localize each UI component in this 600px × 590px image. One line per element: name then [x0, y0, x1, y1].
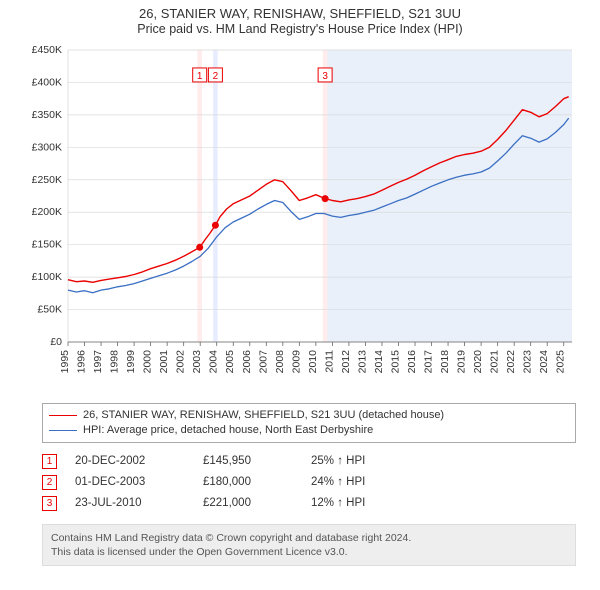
svg-text:2015: 2015 [389, 350, 401, 374]
footer-attribution: Contains HM Land Registry data © Crown c… [42, 524, 576, 566]
legend-label: HPI: Average price, detached house, Nort… [83, 423, 373, 438]
legend-swatch [49, 430, 77, 431]
svg-text:2022: 2022 [505, 350, 517, 374]
svg-text:£450K: £450K [32, 44, 62, 56]
legend-swatch [49, 415, 77, 416]
event-price: £221,000 [203, 497, 293, 509]
svg-text:2013: 2013 [356, 350, 368, 374]
events-table: 1 20-DEC-2002 £145,950 25% ↑ HPI 2 01-DEC-200… [42, 451, 576, 514]
svg-text:2007: 2007 [257, 350, 269, 374]
legend-row: 26, STANIER WAY, RENISHAW, SHEFFIELD, S2… [49, 408, 569, 423]
footer-line1: Contains HM Land Registry data © Crown c… [51, 531, 567, 545]
event-date: 01-DEC-2003 [75, 476, 185, 488]
svg-text:1998: 1998 [109, 350, 121, 374]
svg-text:2020: 2020 [472, 350, 484, 374]
event-delta: 25% ↑ HPI [311, 455, 401, 467]
svg-text:2025: 2025 [555, 350, 567, 374]
svg-text:2002: 2002 [175, 350, 187, 374]
svg-text:£200K: £200K [32, 206, 62, 218]
svg-text:£0: £0 [50, 336, 62, 348]
event-number-badge: 1 [42, 454, 57, 469]
svg-text:1996: 1996 [76, 350, 88, 374]
svg-text:£400K: £400K [32, 76, 62, 88]
line-chart: £0 £50K £100K £150K £200K £250K £300K £350K £400… [20, 42, 580, 397]
title-sub: Price paid vs. HM Land Registry's House … [0, 22, 600, 36]
svg-text:2006: 2006 [241, 350, 253, 374]
svg-text:2014: 2014 [373, 350, 385, 374]
svg-text:2003: 2003 [191, 350, 203, 374]
svg-text:£250K: £250K [32, 174, 62, 186]
svg-text:2016: 2016 [406, 350, 418, 374]
svg-text:2012: 2012 [340, 350, 352, 374]
svg-text:2018: 2018 [439, 350, 451, 374]
svg-text:£150K: £150K [32, 239, 62, 251]
title-main: 26, STANIER WAY, RENISHAW, SHEFFIELD, S2… [0, 6, 600, 21]
legend-row: HPI: Average price, detached house, Nort… [49, 423, 569, 438]
footer-line2: This data is licensed under the Open Gov… [51, 545, 567, 559]
event-delta: 12% ↑ HPI [311, 497, 401, 509]
svg-text:2011: 2011 [323, 350, 335, 373]
chart-titles: 26, STANIER WAY, RENISHAW, SHEFFIELD, S2… [0, 0, 600, 38]
svg-text:3: 3 [322, 71, 328, 82]
chart-area: £0 £50K £100K £150K £200K £250K £300K £350K £400… [20, 42, 580, 397]
event-delta: 24% ↑ HPI [311, 476, 401, 488]
svg-text:2021: 2021 [489, 350, 501, 374]
svg-text:2017: 2017 [423, 350, 435, 374]
svg-text:£50K: £50K [37, 304, 62, 316]
svg-text:1999: 1999 [125, 350, 137, 374]
legend: 26, STANIER WAY, RENISHAW, SHEFFIELD, S2… [42, 403, 576, 443]
event-price: £145,950 [203, 455, 293, 467]
svg-text:1: 1 [197, 71, 203, 82]
svg-text:2010: 2010 [307, 350, 319, 374]
svg-text:1995: 1995 [59, 350, 71, 374]
svg-text:1997: 1997 [92, 350, 104, 374]
svg-text:2: 2 [213, 71, 219, 82]
legend-label: 26, STANIER WAY, RENISHAW, SHEFFIELD, S2… [83, 408, 444, 423]
event-date: 20-DEC-2002 [75, 455, 185, 467]
svg-text:2008: 2008 [274, 350, 286, 374]
svg-text:2019: 2019 [456, 350, 468, 374]
event-row: 3 23-JUL-2010 £221,000 12% ↑ HPI [42, 493, 576, 514]
svg-text:2023: 2023 [522, 350, 534, 374]
svg-text:2004: 2004 [208, 350, 220, 374]
event-row: 1 20-DEC-2002 £145,950 25% ↑ HPI [42, 451, 576, 472]
event-row: 2 01-DEC-2003 £180,000 24% ↑ HPI [42, 472, 576, 493]
svg-text:£100K: £100K [32, 271, 62, 283]
svg-text:2005: 2005 [224, 350, 236, 374]
svg-text:£300K: £300K [32, 141, 62, 153]
svg-text:2009: 2009 [290, 350, 302, 374]
svg-text:2001: 2001 [158, 350, 170, 374]
svg-text:2000: 2000 [142, 350, 154, 374]
svg-text:£350K: £350K [32, 109, 62, 121]
event-price: £180,000 [203, 476, 293, 488]
event-number-badge: 2 [42, 475, 57, 490]
event-number-badge: 3 [42, 496, 57, 511]
event-date: 23-JUL-2010 [75, 497, 185, 509]
svg-text:2024: 2024 [538, 350, 550, 374]
